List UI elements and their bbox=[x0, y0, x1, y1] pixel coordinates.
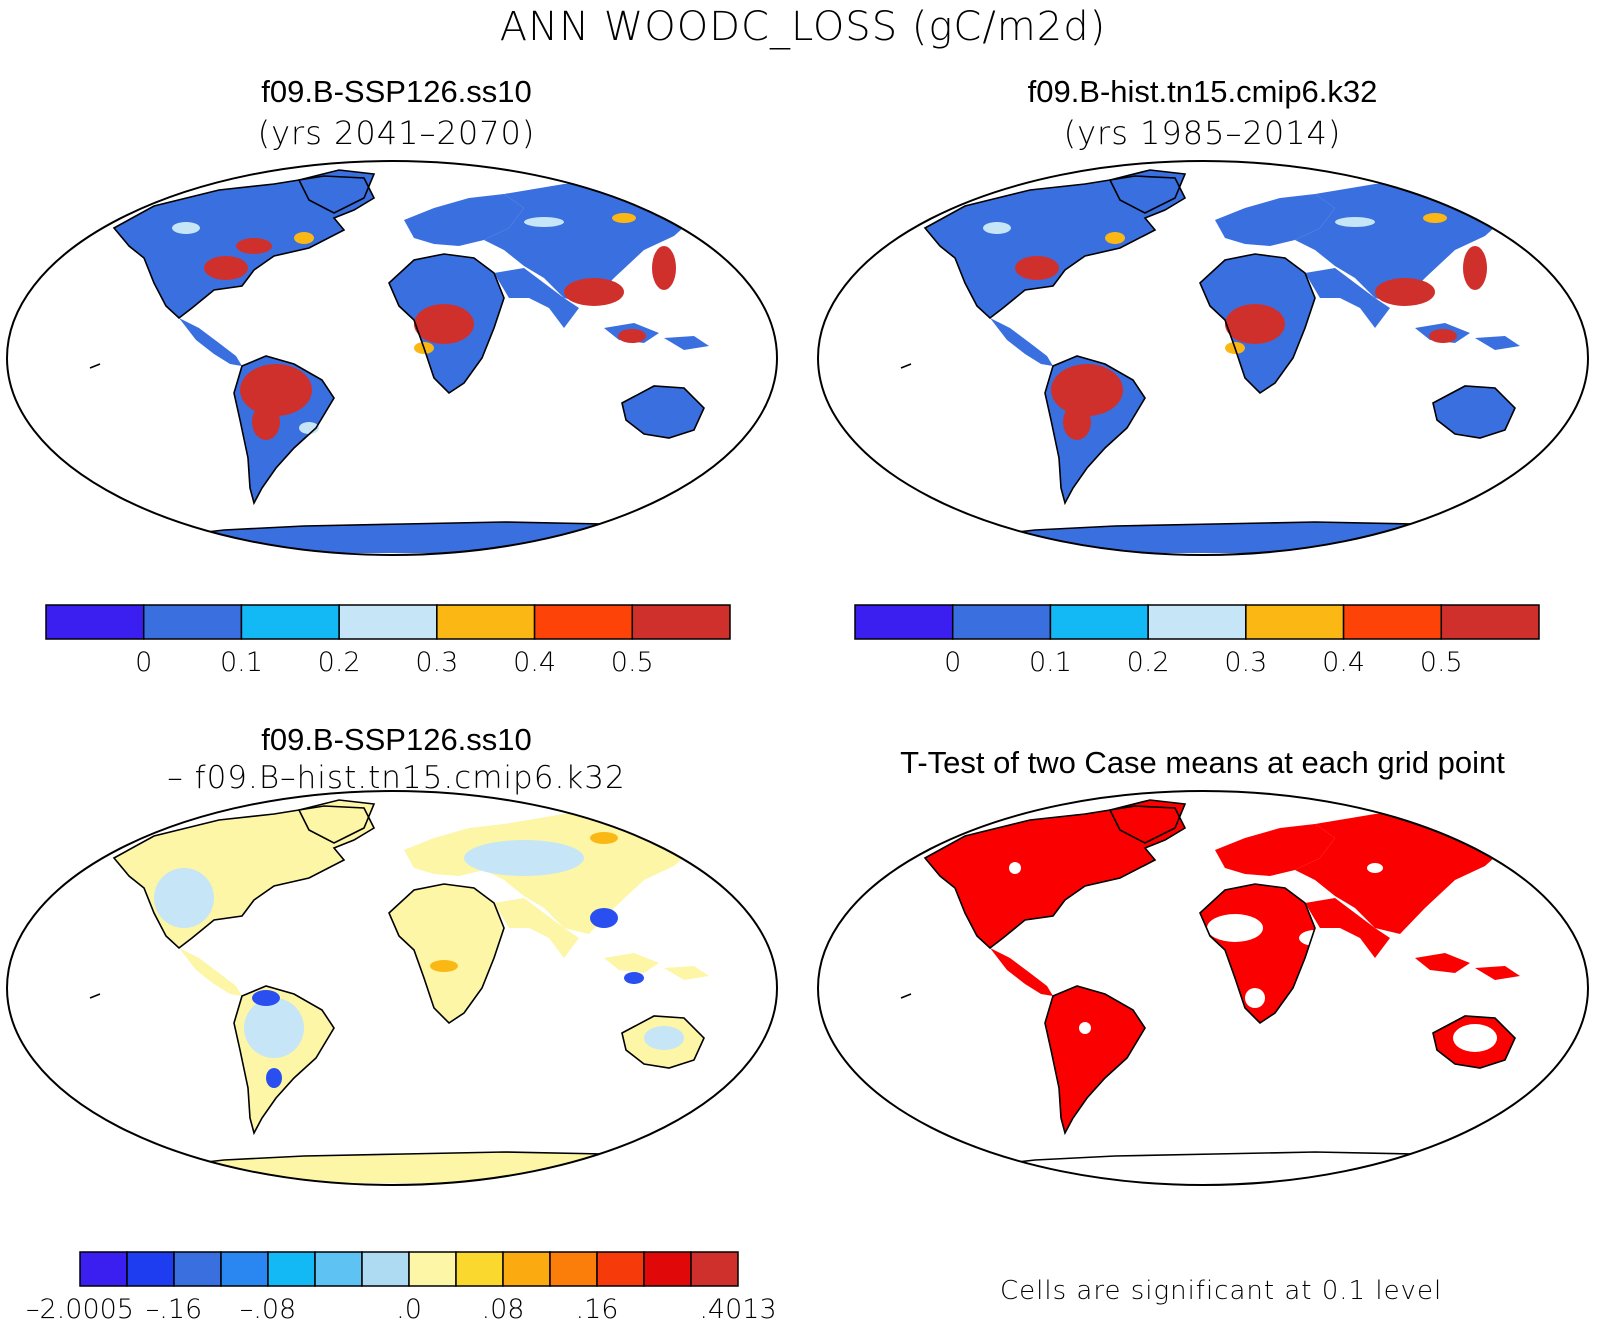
panel-bottom-right-title: T-Test of two Case means at each grid po… bbox=[900, 745, 1505, 780]
colorbar-tick-label: .0 bbox=[396, 1294, 422, 1323]
colorbar-tick-label: –2.0005 bbox=[26, 1294, 134, 1323]
colorbar-swatch bbox=[1342, 604, 1443, 640]
colorbar-tick-label: 0.4 bbox=[1322, 647, 1365, 678]
colorbar-swatch bbox=[267, 1251, 316, 1287]
colorbar-swatch bbox=[854, 604, 954, 640]
colorbar-swatch bbox=[533, 604, 634, 640]
map-bottom-left bbox=[6, 790, 778, 1186]
colorbar-swatch bbox=[408, 1251, 457, 1287]
colorbar-tick-label: .16 bbox=[576, 1294, 619, 1323]
colorbar-tick-label: 0 bbox=[135, 647, 152, 678]
colorbar-swatch bbox=[951, 604, 1052, 640]
colorbar-swatch bbox=[220, 1251, 269, 1287]
panel-top-left-years: (yrs 2041–2070) bbox=[257, 114, 536, 152]
colorbar-tick-label: 0.5 bbox=[1420, 647, 1463, 678]
colorbar-tick-label: 0.4 bbox=[513, 647, 556, 678]
colorbar-tick-label: 0.3 bbox=[415, 647, 458, 678]
colorbar-swatch bbox=[643, 1251, 692, 1287]
map-top-right bbox=[817, 160, 1589, 556]
colorbar-swatch bbox=[45, 604, 145, 640]
colorbar-tick-label: 0 bbox=[944, 647, 961, 678]
colorbar-swatch bbox=[1147, 604, 1247, 640]
colorbar-swatch bbox=[173, 1251, 222, 1287]
map-bottom-right bbox=[817, 790, 1589, 1186]
colorbar-tick-label: 0.1 bbox=[220, 647, 263, 678]
colorbar-bottom-left: –2.0005 –.16 –.08 .0 .08 .16 .4013 bbox=[26, 1251, 777, 1323]
colorbar-top-left: 0 0.1 0.2 0.3 0.4 0.5 bbox=[45, 604, 731, 678]
colorbar-swatch bbox=[455, 1251, 504, 1287]
colorbar-tick-label: .4013 bbox=[699, 1294, 776, 1323]
panel-bottom-left-case: f09.B-SSP126.ss10 bbox=[261, 722, 532, 757]
colorbar-swatch bbox=[240, 604, 340, 640]
colorbar-swatch bbox=[1049, 604, 1149, 640]
colorbar-swatch bbox=[338, 604, 438, 640]
colorbar-tick-label: 0.5 bbox=[611, 647, 654, 678]
colorbar-top-right: 0 0.1 0.2 0.3 0.4 0.5 bbox=[854, 604, 1540, 678]
colorbar-swatch bbox=[361, 1251, 410, 1287]
colorbar-swatch bbox=[436, 604, 536, 640]
colorbar-tick-label: .08 bbox=[482, 1294, 525, 1323]
colorbar-tick-label: 0.1 bbox=[1029, 647, 1072, 678]
colorbar-tick-label: 0.2 bbox=[1127, 647, 1170, 678]
colorbar-swatch bbox=[502, 1251, 551, 1287]
panel-top-right-years: (yrs 1985–2014) bbox=[1063, 114, 1342, 152]
significance-note: Cells are significant at 0.1 level bbox=[1000, 1276, 1443, 1306]
panel-top-right-case: f09.B-hist.tn15.cmip6.k32 bbox=[1027, 74, 1378, 109]
colorbar-swatch bbox=[549, 1251, 598, 1287]
colorbar-tick-label: –.16 bbox=[146, 1294, 202, 1323]
colorbar-tick-label: 0.2 bbox=[318, 647, 361, 678]
colorbar-tick-label: 0.3 bbox=[1224, 647, 1267, 678]
colorbar-swatch bbox=[126, 1251, 175, 1287]
colorbar-swatch bbox=[1440, 604, 1540, 640]
colorbar-swatch bbox=[690, 1251, 739, 1287]
colorbar-swatch bbox=[142, 604, 243, 640]
map-top-left bbox=[6, 160, 778, 556]
colorbar-tick-label: –.08 bbox=[240, 1294, 296, 1323]
colorbar-swatch bbox=[631, 604, 731, 640]
figure-title: ANN WOODC_LOSS (gC/m2d) bbox=[499, 4, 1107, 50]
colorbar-swatch bbox=[596, 1251, 645, 1287]
panel-top-left-case: f09.B-SSP126.ss10 bbox=[261, 74, 532, 109]
panel-bottom-left-minus-case: – f09.B–hist.tn15.cmip6.k32 bbox=[167, 760, 626, 796]
colorbar-swatch bbox=[1245, 604, 1345, 640]
colorbar-swatch bbox=[79, 1251, 128, 1287]
colorbar-swatch bbox=[314, 1251, 363, 1287]
